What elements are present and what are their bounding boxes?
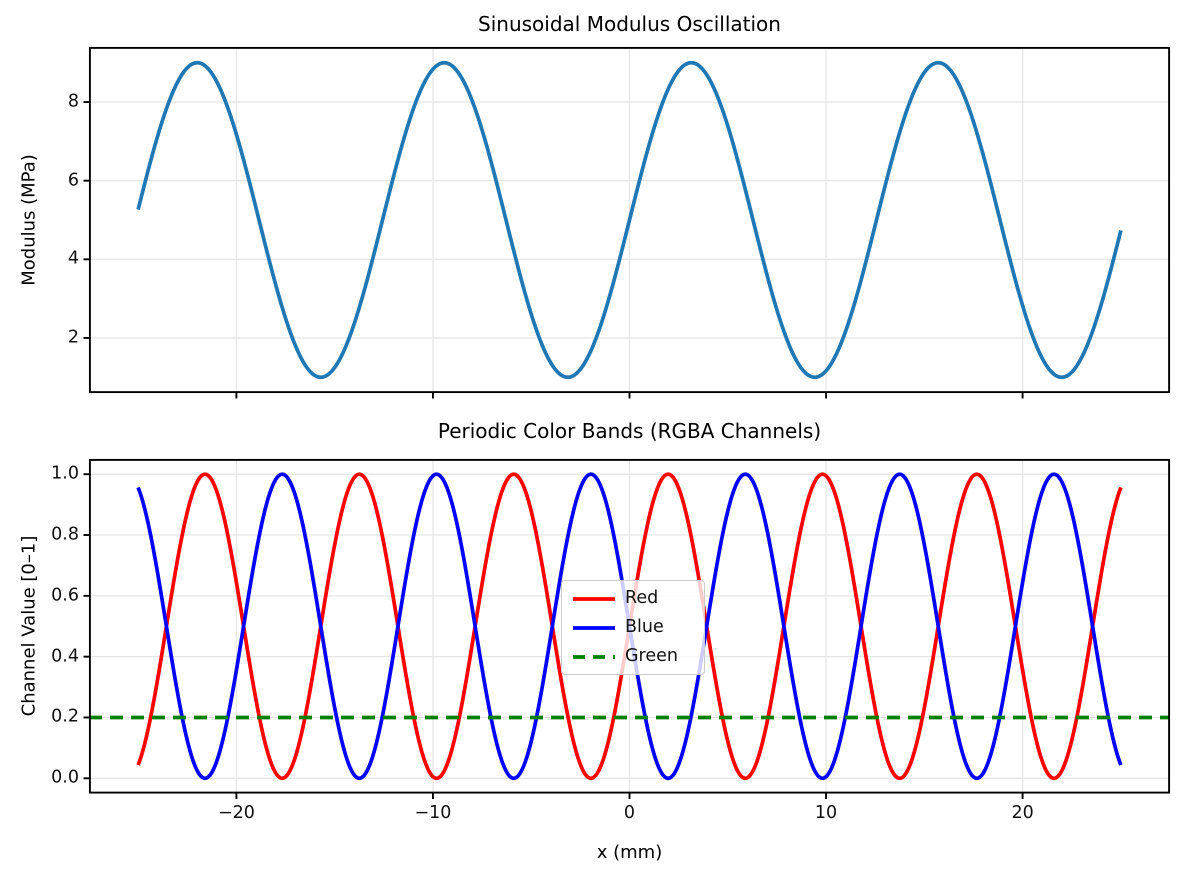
top-chart-svg [83,46,1171,399]
y-tick-label: 0.8 [51,524,79,545]
y-tick-label: 0.4 [51,646,79,667]
x-tick-label: 10 [814,802,838,823]
legend-entry-red: Red [562,587,704,608]
legend-label-red: Red [625,587,659,608]
series-line-modulus [136,60,1123,380]
y-tick-label: 0.6 [51,585,79,606]
y-tick-label: 8 [67,91,79,112]
x-tick-label: −10 [414,802,452,823]
y-tick-label: 1.0 [51,463,79,484]
legend-entry-blue: Blue [562,616,704,637]
legend-label-green: Green [625,645,678,666]
y-tick-label: 2 [67,327,79,348]
top-chart-title: Sinusoidal Modulus Oscillation [478,12,781,36]
legend-swatch-green [573,654,615,659]
top-chart-plot-area [83,46,1171,399]
bottom-chart-title: Periodic Color Bands (RGBA Channels) [437,419,822,443]
y-tick-label: 0.2 [51,707,79,728]
legend-swatch-blue [573,625,615,630]
y-tick-label: 6 [67,170,79,191]
legend: Red Blue Green [561,580,705,675]
x-axis-label: x (mm) [596,842,663,863]
bottom-chart-y-axis-label: Channel Value [0–1] [18,535,40,717]
y-tick-label: 0.0 [51,767,79,788]
legend-swatch-red [573,596,615,601]
legend-entry-green: Green [562,645,704,666]
axes-frame [88,458,1171,794]
x-tick-label: −20 [217,802,255,823]
y-tick-label: 4 [67,248,79,269]
axes-frame [88,46,1171,394]
x-tick-label: 20 [1011,802,1034,823]
legend-label-blue: Blue [625,616,664,637]
x-tick-label: 0 [623,802,636,823]
